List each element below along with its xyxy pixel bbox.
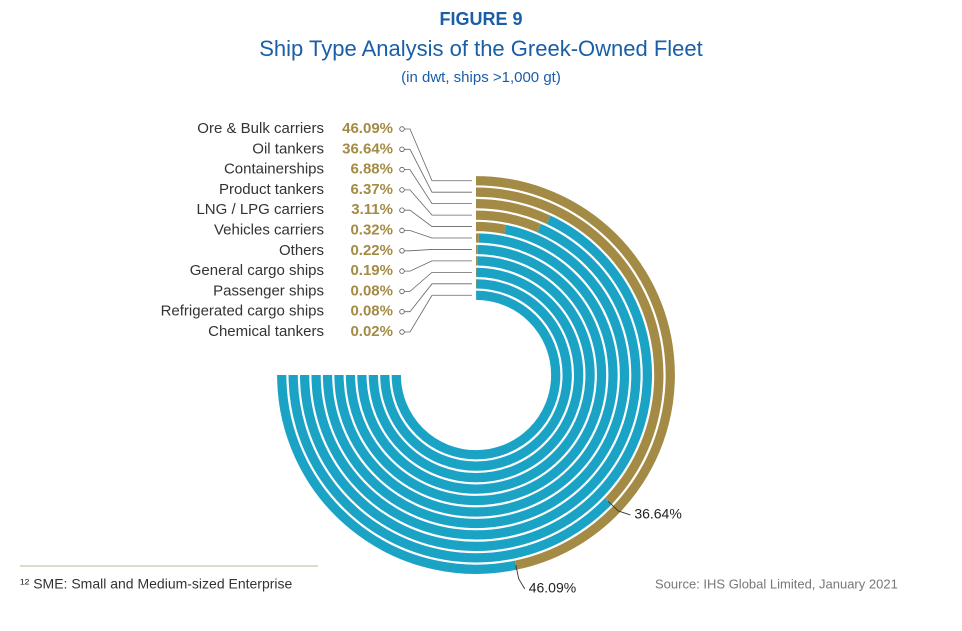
leader-line [404, 294, 472, 333]
chart-subtitle: (in dwt, ships >1,000 gt) [401, 69, 561, 86]
leader-line [404, 189, 472, 216]
value-label: 36.64% [342, 140, 393, 157]
ring-track [277, 374, 517, 574]
value-label: 0.22% [350, 242, 393, 259]
label-dot [399, 329, 405, 335]
ring-track [345, 244, 607, 506]
value-label: 3.11% [351, 201, 393, 218]
label-dot [399, 126, 405, 132]
category-label: Refrigerated cargo ships [161, 303, 324, 320]
callout-label: 36.64% [634, 506, 681, 522]
category-label: Others [279, 242, 324, 259]
value-label: 0.02% [350, 323, 393, 340]
leader-line [404, 283, 472, 313]
label-dot [399, 146, 405, 152]
value-label: 46.09% [342, 120, 393, 137]
value-label: 6.37% [350, 181, 393, 198]
ring-track [311, 223, 641, 540]
footnote: ¹² SME: Small and Medium-sized Enterpris… [20, 576, 293, 592]
label-dot [399, 227, 405, 234]
value-label: 6.88% [350, 161, 393, 178]
callout-line [607, 500, 631, 516]
source: Source: IHS Global Limited, January 2021 [655, 576, 898, 591]
leader-line [404, 249, 472, 252]
category-label: Ore & Bulk carriers [197, 120, 324, 137]
label-dot [399, 166, 405, 173]
ring-bar [475, 199, 551, 225]
ring-bar [475, 176, 675, 570]
value-label: 0.08% [350, 282, 393, 299]
leader-line [404, 209, 472, 227]
ring-track [357, 256, 595, 494]
category-label: Product tankers [219, 181, 324, 198]
label-dot [399, 187, 405, 193]
label-dot [399, 309, 405, 315]
value-label: 0.32% [350, 221, 393, 238]
category-label: Containerships [224, 161, 324, 178]
ring-track [391, 290, 561, 460]
leader-line [404, 148, 472, 193]
ring-bar [475, 210, 541, 233]
label-dot [399, 288, 405, 295]
figure-label: FIGURE 9 [439, 9, 522, 29]
ring-track [334, 233, 618, 517]
chart-title: Ship Type Analysis of the Greek-Owned Fl… [259, 36, 703, 61]
ring-bar [475, 221, 507, 234]
leader-line [404, 260, 472, 272]
category-label: Chemical tankers [208, 323, 324, 340]
leader-line [404, 230, 472, 239]
label-dot [399, 207, 405, 213]
callout-line [515, 565, 526, 590]
ring-track [368, 267, 584, 483]
leader-line [404, 169, 472, 205]
category-label: Vehicles carriers [214, 221, 324, 238]
ring-track [300, 215, 652, 551]
category-label: General cargo ships [190, 262, 324, 279]
category-label: LNG / LPG carriers [196, 201, 324, 218]
category-label: Oil tankers [252, 140, 324, 157]
ring-track [380, 279, 572, 471]
leader-line [404, 271, 472, 292]
value-label: 0.08% [350, 303, 393, 320]
callout-label: 46.09% [529, 580, 576, 596]
category-label: Passenger ships [213, 282, 324, 299]
ring-bar [475, 187, 664, 505]
label-dot [399, 248, 405, 254]
leader-line [404, 128, 472, 182]
ring-track [322, 224, 630, 529]
value-label: 0.19% [350, 262, 393, 279]
label-dot [399, 268, 405, 274]
ring-track [288, 374, 612, 563]
